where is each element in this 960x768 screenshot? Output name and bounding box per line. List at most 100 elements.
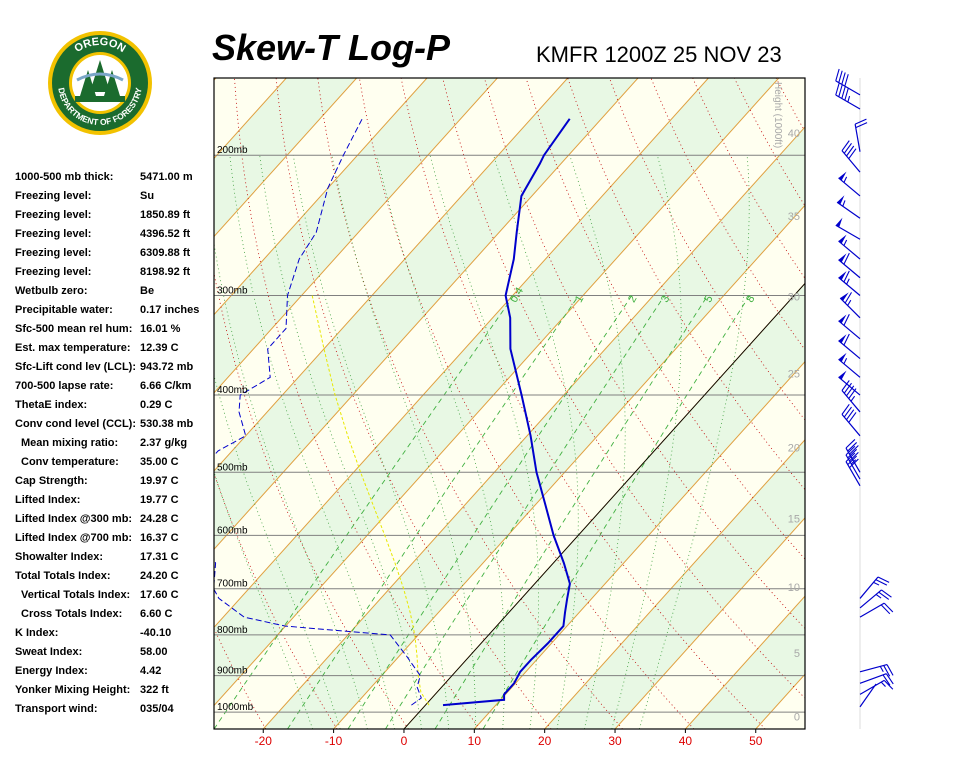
index-value: 0.29 C	[140, 399, 173, 411]
height-tick-label: 10	[788, 582, 800, 594]
wind-barb-staff	[859, 602, 885, 618]
dry-adiabat	[818, 78, 960, 729]
index-label: 700-500 lapse rate:	[15, 380, 114, 392]
index-label: Mean mixing ratio:	[21, 437, 119, 449]
wind-barb-full	[885, 673, 894, 685]
wind-barb-staff	[859, 663, 888, 673]
pressure-label: 300mb	[217, 286, 248, 297]
index-label: Freezing level:	[15, 209, 92, 221]
dry-adiabat	[442, 78, 805, 699]
wind-barb-half	[873, 581, 880, 586]
plot-frame	[213, 77, 806, 730]
index-row: Est. max temperature: 12.39 C	[15, 339, 215, 358]
pressure-label: 600mb	[217, 525, 248, 536]
index-row: Freezing level: Su	[15, 187, 215, 206]
index-value: 17.31 C	[140, 551, 179, 563]
wind-barb-full	[854, 118, 867, 125]
pressure-label: 1000mb	[217, 702, 254, 713]
moist-adiabat	[214, 241, 368, 729]
stability-indices-panel: 1000-500 mb thick: 5471.00 m Freezing leve…	[15, 168, 215, 719]
dewpoint-profile	[214, 118, 422, 706]
index-value: 16.37 C	[140, 532, 179, 544]
index-label: Freezing level:	[15, 228, 92, 240]
station-timestamp: KMFR 1200Z 25 NOV 23	[536, 42, 782, 67]
wind-barb-full	[886, 664, 894, 676]
wind-barb-staff	[836, 201, 861, 219]
index-row: Cross Totals Index: 6.60 C	[15, 605, 215, 624]
wind-barb-full	[875, 579, 888, 586]
wind-barb-pennant	[838, 253, 847, 263]
oregon-forestry-logo: OREGON DEPARTMENT OF FORESTRY	[48, 31, 152, 135]
wind-barb	[841, 140, 861, 173]
wind-barb	[859, 679, 894, 695]
temperature-profile	[442, 118, 571, 707]
mixing-ratio-label: 2	[626, 293, 639, 304]
index-row: Sweat Index: 58.00	[15, 643, 215, 662]
dry-adiabat	[609, 78, 805, 421]
dry-adiabat	[400, 78, 766, 729]
index-row: Lifted Index @300 mb: 24.28 C	[15, 510, 215, 529]
moist-adiabat	[214, 374, 341, 729]
index-value: 4.42	[140, 665, 162, 677]
index-row: Wetbulb zero: Be	[15, 282, 215, 301]
wind-barb-full	[845, 452, 856, 462]
wind-barb-full	[843, 313, 850, 326]
wind-barb-full	[843, 142, 852, 154]
index-label: Freezing level:	[15, 247, 92, 259]
wind-barb-staff	[835, 94, 861, 110]
wind-barb-half	[875, 593, 882, 599]
index-label: Conv temperature:	[21, 456, 119, 468]
mixing-ratio-label: 8	[744, 293, 757, 304]
wind-barb-pennant	[837, 195, 845, 205]
mixing-ratio-label: 1	[573, 293, 586, 304]
wind-barb-pennant	[838, 234, 847, 244]
index-value: 16.01 %	[140, 323, 181, 335]
wind-barb	[835, 68, 861, 96]
wind-barb-full	[835, 82, 840, 96]
index-row: Energy Index: 4.42	[15, 662, 215, 681]
wind-barb-full	[841, 72, 846, 85]
index-label: Lifted Index @700 mb:	[15, 532, 133, 544]
isotherm-line	[614, 517, 805, 729]
moist-adiabat	[611, 155, 682, 729]
wind-barb-full	[881, 589, 892, 598]
wind-barb	[836, 195, 861, 219]
wind-barb-staff	[835, 80, 861, 96]
height-tick-label: 25	[788, 369, 800, 381]
mixing-ratio-line	[347, 295, 633, 729]
height-axis-title: Height (1000ft)	[772, 82, 783, 148]
height-tick-label: 15	[788, 514, 800, 526]
wind-barb-staff	[859, 589, 882, 609]
index-value: 8198.92 ft	[140, 266, 191, 278]
wind-barb-pennant	[838, 370, 847, 380]
wind-barb-full	[845, 445, 856, 456]
index-row: ThetaE index: 0.29 C	[15, 396, 215, 415]
index-row: Lifted Index: 19.77 C	[15, 491, 215, 510]
wind-barb-full	[849, 445, 859, 455]
pressure-label: 700mb	[217, 579, 248, 590]
wind-barb-staff	[845, 447, 861, 473]
wind-barb-full	[846, 145, 855, 157]
x-tick-label: 0	[401, 734, 408, 748]
isotherm-line	[544, 439, 805, 729]
index-value: 035/04	[140, 703, 174, 715]
dry-adiabat	[214, 271, 409, 729]
wind-barb	[838, 333, 861, 360]
wind-barb-half	[843, 176, 848, 183]
wind-barb-staff	[838, 376, 861, 396]
wind-barb-pennant	[838, 334, 847, 344]
mixing-ratio-line	[385, 295, 665, 729]
wind-barb	[841, 404, 861, 437]
index-row: K Index: -40.10	[15, 624, 215, 643]
logo-top-text: OREGON	[72, 36, 127, 55]
index-label: K Index:	[15, 627, 59, 639]
index-row: Freezing level: 1850.89 ft	[15, 206, 215, 225]
parcel-trace	[311, 295, 430, 706]
index-value: 1850.89 ft	[140, 209, 191, 221]
wind-barb-full	[847, 455, 858, 466]
index-value: 6309.88 ft	[140, 247, 191, 259]
wind-barb-pennant	[838, 271, 847, 281]
x-tick-label: 30	[608, 734, 622, 748]
wind-barb-pennant	[835, 217, 843, 228]
